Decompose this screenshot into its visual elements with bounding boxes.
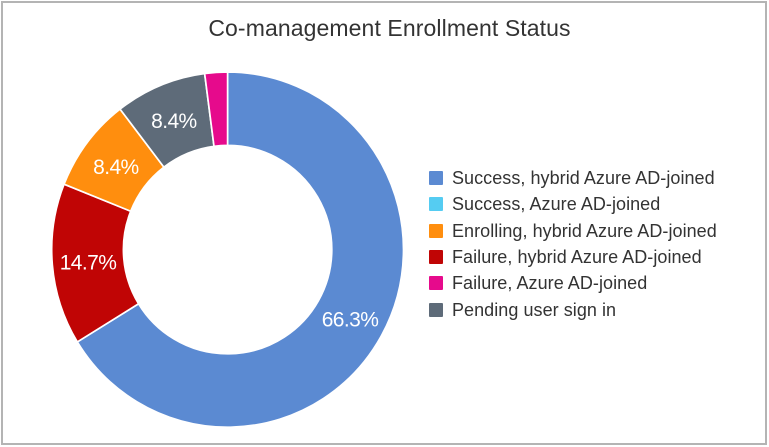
svg-text:14.7%: 14.7% [60, 251, 117, 274]
svg-text:8.4%: 8.4% [151, 110, 196, 133]
svg-text:66.3%: 66.3% [322, 309, 379, 332]
svg-text:8.4%: 8.4% [93, 156, 138, 179]
